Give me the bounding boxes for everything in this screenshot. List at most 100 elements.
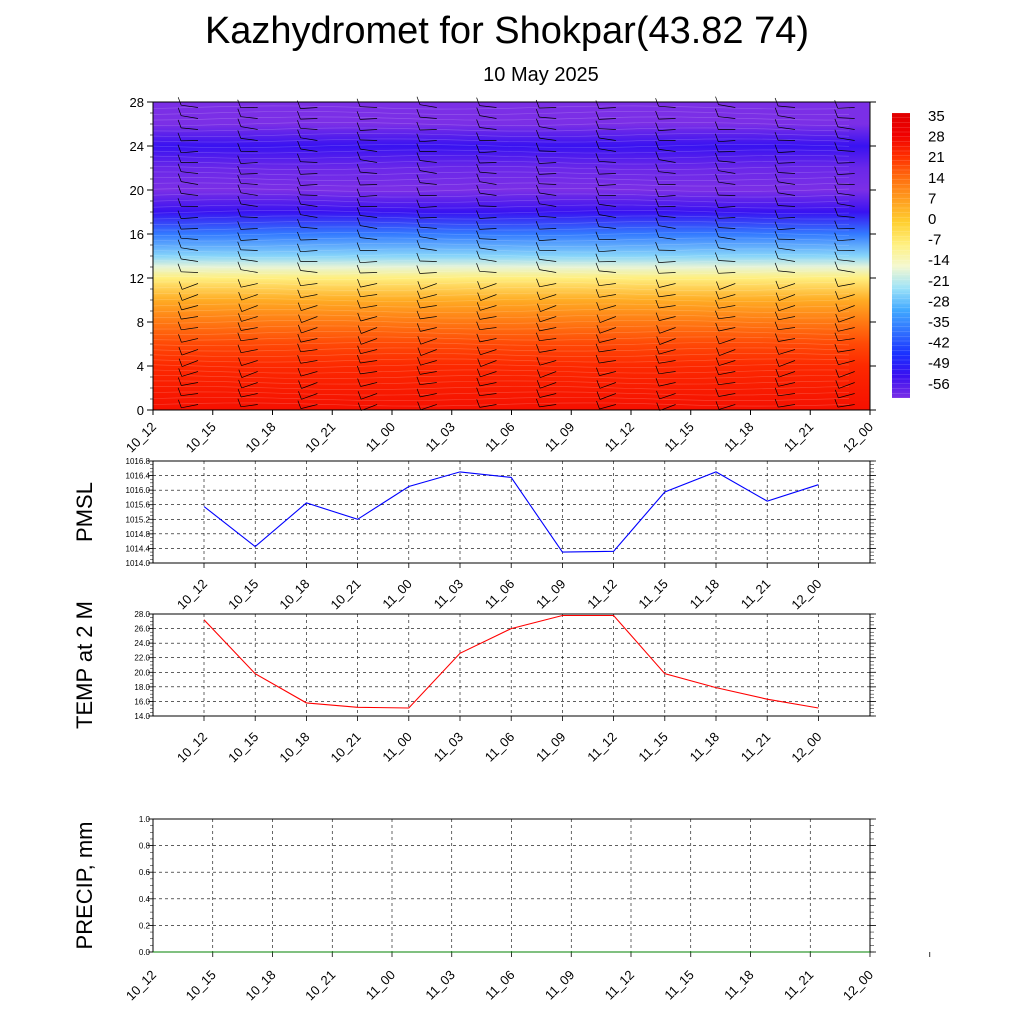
wind-barb	[599, 360, 616, 364]
wind-barb-flag	[655, 198, 659, 207]
wind-barb-flag	[476, 197, 480, 207]
page-subtitle: 10 May 2025	[483, 64, 599, 86]
wind-barb-flag	[356, 188, 361, 197]
wind-barb-flag	[416, 323, 421, 332]
wind-barb	[419, 305, 437, 309]
wind-barb	[719, 338, 736, 345]
wind-barb-flag	[536, 389, 541, 398]
wind-barb	[718, 104, 736, 108]
wind-barb-flag	[237, 130, 242, 139]
wind-barb	[658, 261, 676, 263]
pmsl-xtick-label: 11_06	[482, 576, 517, 611]
precip-ytick-label: 0.4	[139, 895, 151, 904]
heatmap-ytick-label: 4	[137, 359, 144, 374]
wind-barb-flag	[834, 261, 839, 270]
isotherm-line	[152, 331, 850, 335]
wind-barb	[181, 360, 199, 367]
temp-xtick-label: 11_18	[687, 729, 722, 764]
wind-barb-flag	[774, 210, 779, 219]
heatmap-ytick-label: 16	[130, 227, 144, 242]
wind-barb	[180, 217, 199, 219]
wind-barb	[240, 116, 258, 119]
wind-barb-flag	[774, 398, 779, 408]
wind-barb	[837, 126, 855, 130]
wind-barb-flag	[714, 121, 719, 130]
wind-barb	[480, 349, 497, 356]
wind-barb	[778, 316, 796, 321]
wind-barb-flag	[238, 303, 243, 312]
wind-barb	[778, 192, 796, 196]
wind-barb-flag	[477, 358, 482, 367]
colorbar-label: 0	[928, 211, 936, 228]
wind-barb-flag	[536, 184, 540, 194]
wind-barb-flag	[714, 143, 719, 153]
wind-barb-flag	[416, 228, 421, 237]
wind-barb-flag	[655, 122, 659, 131]
wind-barb	[181, 327, 199, 331]
wind-barb-flag	[596, 380, 601, 389]
wind-barb-flag	[477, 281, 481, 290]
wind-barb-flag	[297, 243, 301, 252]
wind-barb-flag	[536, 313, 541, 322]
wind-barb-flag	[595, 165, 600, 175]
precip-xtick-label: 10_18	[242, 967, 278, 1003]
wind-barb	[361, 327, 378, 334]
wind-barb	[540, 371, 557, 378]
wind-barb-flag	[535, 221, 540, 230]
precip-xtick-label: 10_21	[302, 967, 338, 1003]
wind-barb-flag	[834, 220, 839, 229]
wind-barb	[360, 371, 378, 375]
wind-barb	[360, 393, 378, 400]
wind-barb-flag	[655, 229, 660, 238]
wind-barb-flag	[237, 398, 242, 407]
wind-barb	[658, 371, 676, 375]
wind-barb-flag	[774, 184, 779, 194]
heatmap-xtick-label: 10_18	[242, 419, 278, 455]
wind-barb	[181, 127, 199, 130]
wind-barb-flag	[715, 357, 720, 366]
wind-barb-flag	[356, 365, 361, 375]
wind-barb-flag	[357, 378, 361, 387]
wind-barb	[838, 305, 855, 312]
wind-barb-flag	[356, 176, 361, 186]
isotherm-line	[152, 155, 850, 159]
wind-barb-flag	[835, 313, 840, 323]
wind-barb-flag	[774, 250, 779, 259]
wind-barb-flag	[595, 277, 600, 286]
wind-barb-flag	[535, 166, 540, 175]
wind-barb-flag	[655, 254, 659, 263]
wind-barb-flag	[535, 232, 540, 241]
wind-barb-flag	[297, 324, 302, 334]
temp-xtick-label: 11_03	[431, 729, 466, 764]
wind-barb	[360, 118, 378, 120]
wind-barb-flag	[297, 140, 301, 150]
wind-barb-flag	[595, 129, 600, 139]
wind-barb-flag	[476, 377, 481, 387]
precip-panel: 0.0 0.2 0.4 0.6 0.8 1.0 10_12 10_15 10_18 10_21 11…	[72, 815, 931, 1003]
wind-barb	[778, 349, 796, 355]
wind-barb	[301, 316, 318, 323]
wind-barb-flag	[416, 143, 421, 152]
wind-barb	[658, 382, 676, 387]
wind-barb	[778, 305, 796, 312]
wind-barb	[181, 371, 199, 377]
wind-barb-flag	[655, 299, 660, 309]
wind-barb	[718, 247, 736, 251]
wind-barb	[658, 272, 676, 274]
wind-barb	[420, 360, 437, 366]
wind-barb	[479, 217, 497, 219]
wind-barb-flag	[237, 143, 242, 152]
wind-barb-flag	[297, 177, 301, 186]
wind-barb-flag	[356, 131, 361, 141]
wind-barb-flag	[417, 347, 422, 356]
wind-barb-flag	[476, 263, 480, 272]
wind-barb-flag	[476, 210, 480, 219]
wind-barb-flag	[535, 251, 540, 260]
pmsl-xtick-label: 11_15	[635, 576, 670, 611]
wind-barb	[479, 270, 497, 273]
wind-barb-flag	[774, 155, 779, 164]
heatmap-ytick-label: 20	[130, 183, 144, 198]
wind-barb	[658, 129, 676, 131]
wind-barb	[718, 371, 736, 376]
heatmap-ytick-label: 24	[130, 139, 144, 154]
